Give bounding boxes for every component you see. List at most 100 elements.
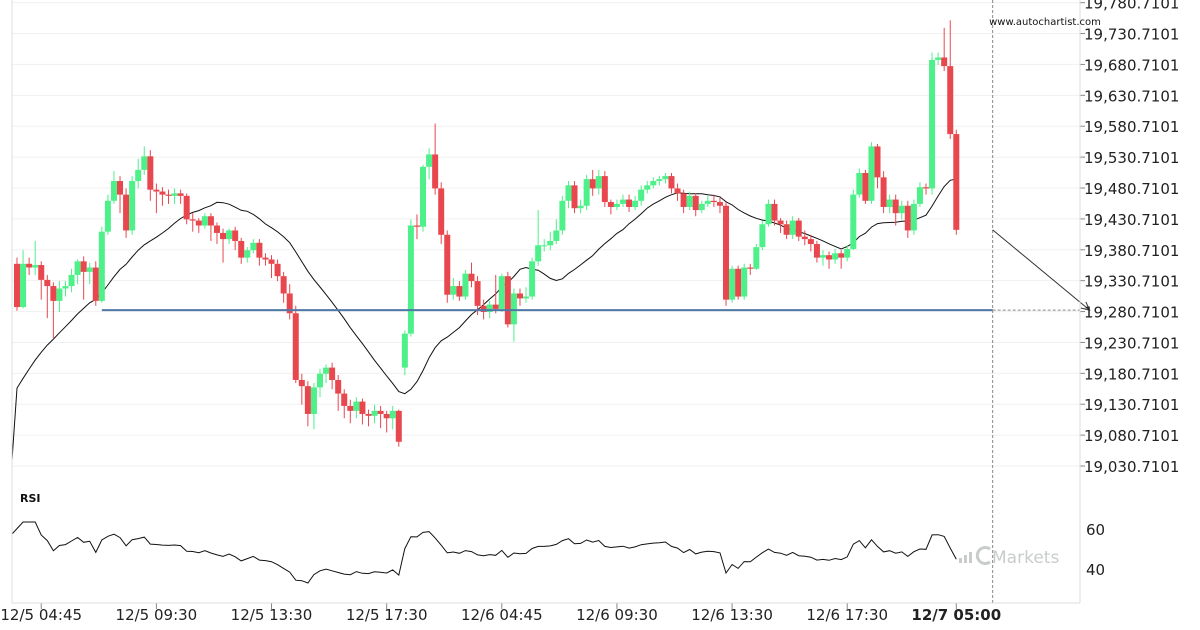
candle-body: [159, 191, 166, 195]
candle-body: [953, 134, 960, 230]
y-tick-label: 19,680.7101: [1084, 56, 1179, 74]
candle-body: [213, 225, 220, 233]
candle-body: [353, 401, 360, 411]
candle-body: [74, 261, 81, 275]
candle-body: [135, 169, 142, 182]
x-tick-label: 12/6 13:30: [691, 606, 773, 624]
candle-body: [620, 199, 626, 204]
candle-body: [704, 200, 711, 204]
candle-body: [329, 367, 336, 380]
candle-body: [638, 189, 645, 201]
candle-body: [838, 253, 845, 258]
candle-body: [765, 203, 772, 225]
candle-body: [268, 259, 275, 264]
candle-body: [856, 172, 863, 195]
candle-body: [56, 288, 63, 301]
candle-body: [250, 242, 257, 251]
candle-body: [44, 279, 51, 287]
projection-arrow-head: [1080, 301, 1091, 311]
candle-body: [110, 181, 117, 201]
y-tick-label: 19,430.7101: [1084, 211, 1179, 229]
candle-body: [323, 367, 330, 374]
y-tick-label: 19,630.7101: [1084, 87, 1179, 105]
candle-body: [819, 255, 826, 258]
candle-body: [304, 386, 311, 414]
rsi-tick-label: 40: [1086, 561, 1105, 579]
candle-body: [753, 247, 760, 269]
candle-body: [929, 59, 936, 189]
candle-body: [935, 57, 942, 60]
candle-body: [698, 203, 705, 211]
candle-body: [171, 193, 178, 196]
candle-body: [420, 166, 427, 227]
candle-body: [886, 199, 893, 207]
candle-body: [941, 57, 948, 67]
candle-body: [553, 230, 560, 241]
candle-body: [910, 203, 917, 231]
y-tick-label: 19,080.7101: [1084, 427, 1179, 445]
candle-body: [444, 234, 451, 295]
candle-body: [613, 203, 620, 207]
candle-body: [335, 379, 342, 394]
x-tick-label: 12/5 17:30: [346, 606, 428, 624]
candle-body: [195, 220, 202, 226]
candle-body: [783, 224, 790, 235]
rsi-tick-label: 60: [1086, 521, 1105, 539]
candle-body: [117, 181, 124, 195]
projection-arrow-line: [992, 229, 1090, 311]
candle-body: [735, 268, 742, 297]
candle-body: [141, 156, 148, 170]
candle-body: [50, 286, 57, 301]
candle-body: [401, 333, 408, 368]
candle-body: [86, 267, 93, 272]
rsi-title: RSI: [20, 492, 41, 505]
candle-body: [904, 205, 911, 231]
candle-body: [371, 410, 378, 416]
candle-body: [880, 177, 887, 207]
brand-logo: Markets: [959, 546, 1059, 568]
candle-body: [129, 181, 136, 231]
candle-body: [413, 225, 420, 227]
candle-body: [359, 401, 366, 414]
candle-body: [916, 187, 923, 204]
candle-body: [801, 236, 808, 240]
candle-body: [298, 379, 305, 387]
candle-body: [201, 216, 208, 226]
candle-body: [874, 146, 881, 178]
y-tick-label: 19,530.7101: [1084, 149, 1179, 167]
candle-body: [244, 250, 251, 258]
candle-body: [650, 181, 657, 186]
candle-body: [189, 219, 196, 221]
candle-body: [535, 245, 542, 262]
icmarkets-logo-icon: [959, 546, 991, 565]
y-tick-label: 19,030.7101: [1084, 458, 1179, 476]
candle-body: [723, 205, 730, 300]
candle-body: [177, 193, 184, 196]
candle-body: [153, 189, 160, 192]
candle-body: [947, 66, 954, 135]
candle-body: [862, 172, 869, 201]
candle-body: [480, 305, 487, 313]
candle-body: [601, 176, 608, 203]
candle-body: [510, 293, 517, 325]
x-tick-label: 12/5 09:30: [116, 606, 198, 624]
y-tick-label: 19,730.7101: [1084, 26, 1179, 44]
candle-body: [450, 286, 457, 295]
candle-body: [432, 154, 439, 189]
candle-body: [789, 220, 796, 235]
candle-body: [923, 187, 929, 189]
y-tick-label: 19,380.7101: [1084, 242, 1179, 260]
candle-body: [662, 176, 669, 180]
y-tick-label: 19,480.7101: [1084, 180, 1179, 198]
candle-body: [759, 224, 766, 248]
candle-body: [898, 205, 905, 214]
brand-name: Markets: [992, 548, 1059, 568]
candle-body: [280, 276, 287, 294]
candle-body: [38, 265, 45, 280]
candle-body: [104, 200, 111, 232]
candle-body: [498, 276, 505, 309]
candle-body: [238, 240, 245, 258]
candle-body: [183, 195, 190, 220]
candle-body: [377, 410, 384, 414]
